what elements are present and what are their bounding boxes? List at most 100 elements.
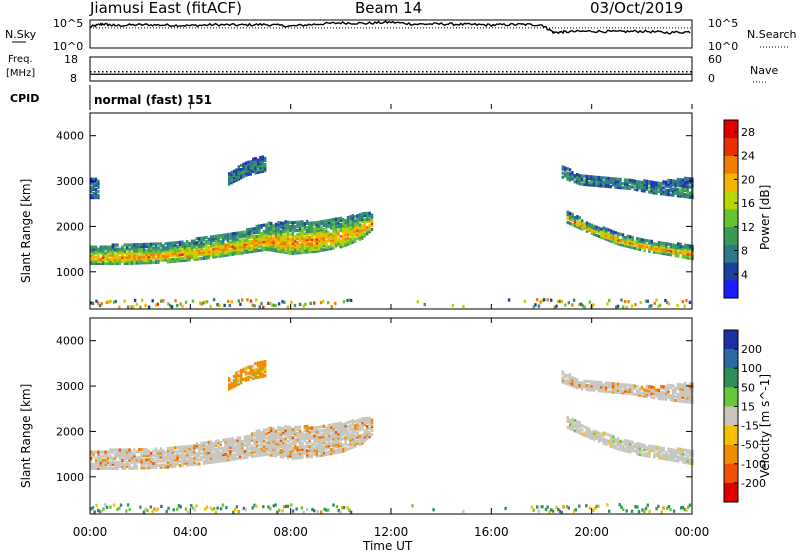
heatmap-cell [230,173,233,177]
heatmap-cell [643,447,646,451]
heatmap-cell [684,381,687,385]
heatmap-cell [679,385,682,389]
heatmap-cell [296,228,299,232]
heatmap-cell [94,189,98,194]
heatmap-cell [255,230,258,234]
heatmap-cell [568,375,572,379]
heatmap-cell [643,189,646,193]
heatmap-cell [337,436,340,440]
heatmap-cell [133,462,136,466]
heatmap-cell [351,445,354,449]
heatmap-cell [291,448,294,452]
heatmap-cell [621,389,624,393]
heatmap-cell [226,444,230,448]
heatmap-cell [176,450,179,454]
heatmap-cell [217,244,220,248]
heatmap-cell [116,247,119,251]
heatmap-cell [145,458,148,462]
heatmap-cell [90,187,93,191]
heatmap-cell [669,181,672,185]
heatmap-cell [602,230,605,234]
heatmap-cell [313,509,316,513]
heatmap-cell [296,446,299,450]
heatmap-cell [600,184,603,188]
heatmap-cell [243,439,246,443]
heatmap-cell [604,385,608,389]
heatmap-cell [624,385,627,389]
heatmap-cell [633,240,637,244]
heatmap-cell [361,216,364,220]
heatmap-cell [140,257,143,261]
heatmap-cell [636,389,639,393]
heatmap-cell [358,428,362,432]
heatmap-cell [342,244,345,248]
heatmap-cell [583,174,586,178]
heatmap-cell [274,232,278,237]
heatmap-cell [688,398,692,402]
heatmap-cell [578,383,581,387]
heatmap-cell [135,255,138,259]
heatmap-cell [104,251,107,255]
heatmap-cell [286,247,290,251]
heatmap-cell [179,302,182,306]
heatmap-cell [688,392,692,396]
heatmap-cell [617,242,620,246]
heatmap-cell [236,444,239,448]
heatmap-cell [118,450,122,454]
heatmap-cell [274,450,278,454]
heatmap-cell [592,388,596,392]
heatmap-cell [571,417,574,422]
heatmap-cell [585,221,589,225]
colorbar-tick-label: 50 [741,381,755,394]
heatmap-cell [184,300,188,304]
heatmap-cell [200,441,203,445]
heatmap-cell [159,451,162,455]
heatmap-cell [116,460,119,464]
heatmap-cell [564,172,567,176]
heatmap-cell [306,242,309,246]
heatmap-cell [241,249,244,253]
heatmap-cell [253,243,256,247]
heatmap-cell [247,164,250,168]
heatmap-cell [111,448,114,452]
heatmap-cell [633,384,636,388]
heatmap-cell [332,441,335,445]
heatmap-cell [123,259,126,263]
heatmap-cell [229,445,232,449]
heatmap-cell [111,247,114,251]
heatmap-cell [344,446,347,450]
heatmap-cell [232,175,236,179]
heatmap-cell [258,230,261,234]
heatmap-cell [274,243,278,247]
heatmap-cell [645,179,648,183]
heatmap-cell [188,446,191,451]
heatmap-cell [337,444,340,448]
heatmap-cell [286,427,290,431]
colorbar-swatch [724,137,738,156]
heatmap-cell [128,466,131,470]
heatmap-cell [228,379,231,383]
heatmap-cell [636,188,639,192]
heatmap-cell [332,445,335,449]
heatmap-cell [617,441,620,445]
heatmap-cell [258,226,261,230]
heatmap-cell [688,195,692,199]
heatmap-cell [351,216,354,220]
heatmap-cell [655,390,658,394]
heatmap-cell [325,508,328,512]
heatmap-cell [128,450,131,454]
heatmap-cell [94,255,98,259]
heatmap-cell [592,183,596,187]
heatmap-cell [111,450,114,454]
heatmap-cell [629,446,632,450]
heatmap-cell [109,257,112,261]
heatmap-cell [253,237,256,241]
heatmap-cell [231,453,234,457]
heatmap-cell [301,250,304,255]
heatmap-cell [264,363,267,368]
heatmap-cell [672,183,675,187]
heatmap-cell [219,441,222,445]
heatmap-cell [138,450,141,454]
heatmap-cell [650,387,653,391]
heatmap-cell [650,246,653,250]
